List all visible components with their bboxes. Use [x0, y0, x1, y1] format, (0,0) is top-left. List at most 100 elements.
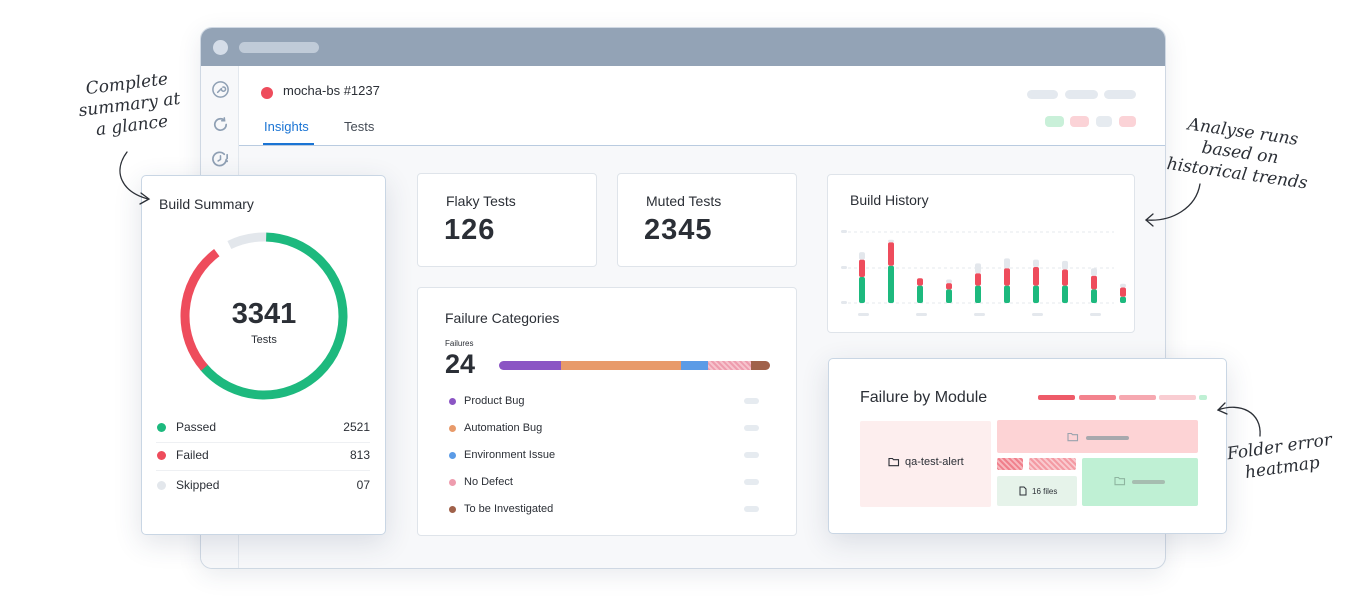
category-value-placeholder: [744, 506, 759, 512]
tab-insights[interactable]: Insights: [263, 119, 314, 145]
history-bar-segment[interactable]: [975, 285, 981, 303]
history-bar-segment[interactable]: [859, 259, 865, 277]
x-tick-placeholder: [1032, 313, 1043, 316]
status-chip: [1070, 116, 1089, 127]
failure-bar-segment: [680, 361, 708, 370]
heatmap-cell-qa-test-alert[interactable]: [860, 421, 991, 507]
legend-label: Skipped: [176, 478, 220, 492]
history-bar-segment[interactable]: [888, 242, 894, 266]
arrow-head: [139, 192, 151, 205]
header-placeholder: [1104, 90, 1136, 99]
header-placeholder: [1065, 90, 1098, 99]
history-bar-segment[interactable]: [1091, 275, 1097, 290]
history-bar-segment[interactable]: [1062, 285, 1068, 303]
legend-value: 2521: [343, 420, 370, 434]
history-bar-segment[interactable]: [1004, 268, 1010, 286]
failures-label: Failures: [445, 339, 474, 348]
history-bar-segment[interactable]: [946, 279, 952, 284]
failure-category-row[interactable]: Automation Bug: [449, 421, 759, 437]
donut-skipped-arc: [180, 232, 348, 400]
category-label: To be Investigated: [464, 503, 554, 515]
failure-bar-segment: [751, 361, 770, 370]
history-bar-segment[interactable]: [1062, 269, 1068, 286]
x-tick-placeholder: [1090, 313, 1101, 316]
history-bar-segment[interactable]: [1120, 283, 1126, 288]
history-bar-segment[interactable]: [946, 289, 952, 303]
tab-tests[interactable]: Tests: [344, 119, 375, 134]
muted-tests-card[interactable]: Muted Tests 2345: [617, 173, 797, 267]
muted-tests-value: 2345: [644, 214, 713, 246]
history-bar-segment[interactable]: [1120, 296, 1126, 303]
status-chip: [1045, 116, 1064, 127]
heatmap-files-label: 16 files: [1019, 486, 1057, 496]
history-bar-segment[interactable]: [1033, 285, 1039, 303]
arrow-to-summary: [119, 151, 149, 200]
failure-categories-title: Failure Categories: [445, 310, 560, 326]
build-summary-title: Build Summary: [159, 196, 254, 212]
history-bar-segment[interactable]: [917, 278, 923, 286]
heatmap-cell-files[interactable]: [997, 476, 1077, 506]
window-control-dot[interactable]: [213, 40, 228, 55]
build-history-title: Build History: [850, 192, 929, 208]
folder-icon: [1114, 476, 1126, 486]
legend-label: Failed: [176, 448, 209, 462]
history-bar-segment[interactable]: [1033, 267, 1039, 286]
arrow-to-heatmap: [1217, 406, 1261, 437]
failure-bar-segment: [499, 361, 562, 370]
history-bar-segment[interactable]: [917, 285, 923, 303]
y-tick-placeholder: [841, 301, 847, 304]
category-dot: [449, 425, 456, 432]
category-value-placeholder: [744, 398, 759, 404]
arrow-to-trends: [1145, 183, 1201, 221]
files-count: 16 files: [1032, 486, 1058, 496]
failure-category-row[interactable]: Environment Issue: [449, 448, 759, 464]
history-bar-segment[interactable]: [975, 273, 981, 286]
header-placeholder: [1027, 90, 1058, 99]
total-tests-count: 3341: [232, 298, 297, 330]
legend-passed[interactable]: Passed 2521: [156, 415, 370, 443]
failure-category-row[interactable]: Product Bug: [449, 394, 759, 410]
category-dot: [449, 479, 456, 486]
legend-label: Passed: [176, 420, 217, 434]
history-bar-segment[interactable]: [859, 252, 865, 260]
flaky-tests-card[interactable]: Flaky Tests 126: [417, 173, 597, 267]
history-bar-segment[interactable]: [1033, 259, 1039, 268]
build-status-dot: [261, 87, 273, 99]
legend-value: 813: [349, 448, 370, 462]
heatmap-cell[interactable]: [997, 458, 1023, 470]
history-bar-segment[interactable]: [1062, 260, 1068, 270]
refresh-icon[interactable]: [211, 115, 230, 134]
history-bar-segment[interactable]: [859, 276, 865, 303]
legend-skipped[interactable]: Skipped 07: [156, 473, 370, 501]
failure-distribution-bar: [499, 361, 770, 370]
build-header: mocha-bs #1237 Insights Tests: [239, 66, 1165, 146]
build-history-chart: [841, 230, 1126, 316]
history-bar-segment[interactable]: [946, 283, 952, 290]
file-icon: [1019, 486, 1027, 496]
history-bar-segment[interactable]: [1004, 285, 1010, 303]
category-label: Product Bug: [464, 395, 525, 407]
failure-category-row[interactable]: To be Investigated: [449, 502, 759, 518]
failures-count: 24: [445, 349, 476, 379]
failure-category-row[interactable]: No Defect: [449, 475, 759, 491]
history-bar-segment[interactable]: [1091, 268, 1097, 276]
folder-icon: [888, 457, 900, 467]
build-summary-donut: 3341 Tests: [180, 232, 348, 400]
legend-failed[interactable]: Failed 813: [156, 443, 370, 471]
category-value-placeholder: [744, 452, 759, 458]
wrench-icon[interactable]: [211, 80, 230, 99]
heatmap-scale-swatch: [1119, 395, 1156, 400]
history-bar-segment[interactable]: [975, 263, 981, 274]
build-history-card: Build History: [827, 174, 1135, 333]
heatmap-cell[interactable]: [1029, 458, 1076, 470]
skipped-dot: [157, 481, 166, 490]
history-bar-segment[interactable]: [1004, 258, 1010, 269]
history-bar-segment[interactable]: [1120, 287, 1126, 297]
history-bar-segment[interactable]: [888, 265, 894, 303]
timer-alert-icon[interactable]: [211, 150, 230, 169]
history-bar-segment[interactable]: [1091, 289, 1097, 303]
build-title: mocha-bs #1237: [283, 83, 380, 98]
history-bar-segment[interactable]: [888, 239, 894, 243]
category-value-placeholder: [744, 425, 759, 431]
category-dot: [449, 506, 456, 513]
